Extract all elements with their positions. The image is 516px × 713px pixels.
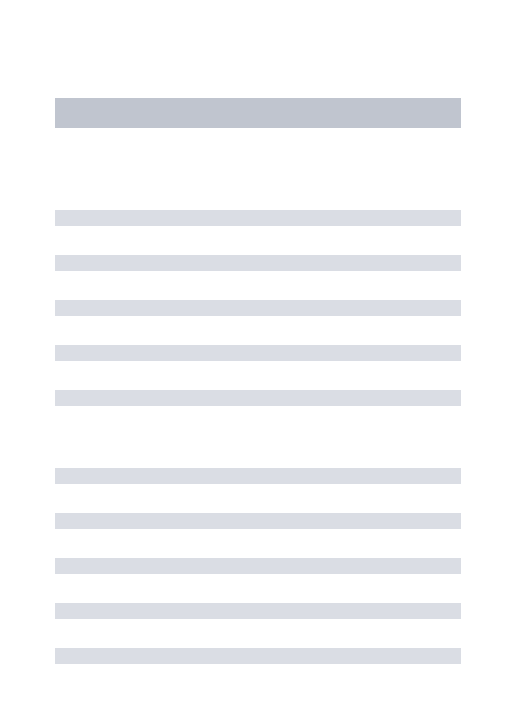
text-line-placeholder — [55, 345, 461, 361]
paragraph-group-2 — [55, 468, 461, 664]
line-gap — [55, 529, 461, 558]
text-line-placeholder — [55, 300, 461, 316]
line-gap — [55, 361, 461, 390]
text-line-placeholder — [55, 603, 461, 619]
text-line-placeholder — [55, 468, 461, 484]
line-gap — [55, 619, 461, 648]
line-gap — [55, 574, 461, 603]
line-gap — [55, 316, 461, 345]
title-gap — [55, 128, 461, 210]
line-gap — [55, 271, 461, 300]
text-line-placeholder — [55, 648, 461, 664]
title-placeholder — [55, 98, 461, 128]
line-gap — [55, 484, 461, 513]
text-line-placeholder — [55, 210, 461, 226]
text-line-placeholder — [55, 255, 461, 271]
line-gap — [55, 226, 461, 255]
text-line-placeholder — [55, 513, 461, 529]
text-line-placeholder — [55, 558, 461, 574]
text-line-placeholder — [55, 390, 461, 406]
paragraph-group-1 — [55, 210, 461, 406]
page-skeleton — [0, 0, 516, 664]
section-gap — [55, 406, 461, 468]
